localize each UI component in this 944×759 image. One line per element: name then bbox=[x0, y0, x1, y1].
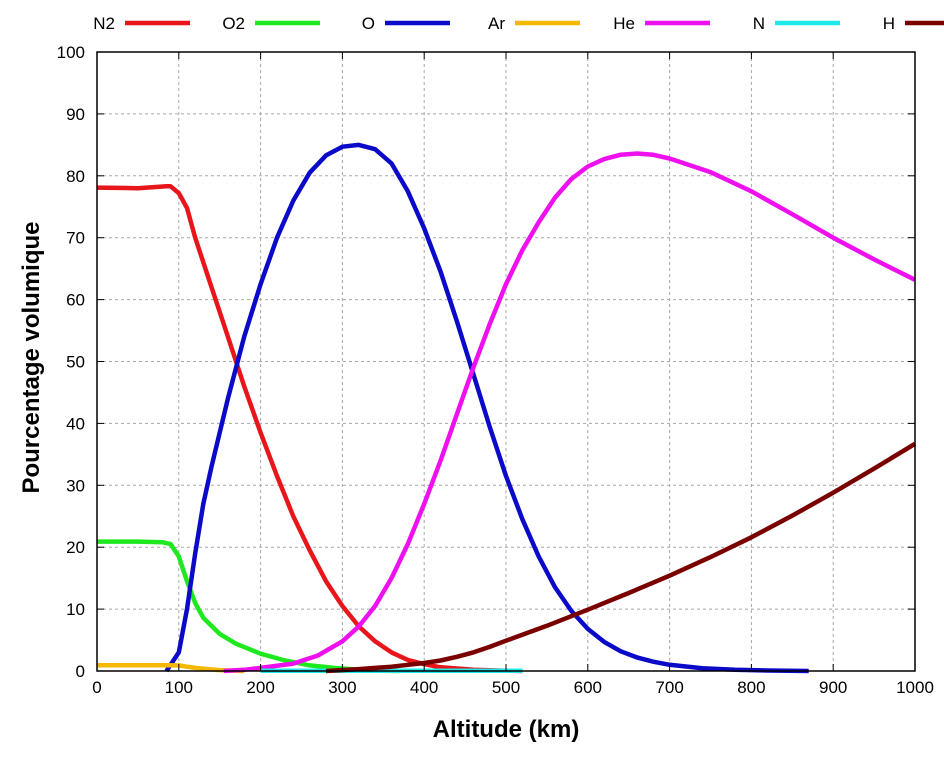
x-tick-label: 200 bbox=[246, 678, 274, 697]
y-axis-title: Pourcentage volumique bbox=[18, 221, 45, 493]
x-tick-label: 700 bbox=[655, 678, 683, 697]
y-tick-label: 80 bbox=[66, 167, 85, 186]
grid bbox=[97, 52, 915, 671]
y-tick-label: 100 bbox=[57, 43, 85, 62]
x-tick-label: 0 bbox=[92, 678, 101, 697]
legend: N2 O2 O Ar He N H bbox=[93, 14, 944, 33]
axis-ticks: 0 100 200 300 400 500 600 700 800 900 1000 0 10 20 30 4… bbox=[57, 43, 934, 697]
legend-label-n2: N2 bbox=[93, 14, 115, 33]
legend-label-ar: Ar bbox=[488, 14, 505, 33]
x-tick-label: 800 bbox=[737, 678, 765, 697]
y-tick-label: 70 bbox=[66, 229, 85, 248]
series-line-he bbox=[223, 151, 917, 674]
y-tick-label: 10 bbox=[66, 600, 85, 619]
x-tick-label: 600 bbox=[574, 678, 602, 697]
series-line-o bbox=[164, 142, 809, 674]
legend-label-o: O bbox=[362, 14, 375, 33]
legend-label-n: N bbox=[753, 14, 765, 33]
x-tick-label: 400 bbox=[410, 678, 438, 697]
y-tick-label: 30 bbox=[66, 476, 85, 495]
legend-label-he: He bbox=[613, 14, 635, 33]
x-tick-label: 100 bbox=[165, 678, 193, 697]
y-tick-label: 60 bbox=[66, 291, 85, 310]
x-tick-label: 500 bbox=[492, 678, 520, 697]
y-tick-label: 0 bbox=[76, 662, 85, 681]
legend-label-h: H bbox=[883, 14, 895, 33]
y-tick-label: 40 bbox=[66, 414, 85, 433]
y-tick-label: 50 bbox=[66, 353, 85, 372]
legend-label-o2: O2 bbox=[222, 14, 245, 33]
y-tick-label: 20 bbox=[66, 538, 85, 557]
y-tick-label: 90 bbox=[66, 105, 85, 124]
x-tick-label: 300 bbox=[328, 678, 356, 697]
x-tick-label: 1000 bbox=[896, 678, 934, 697]
x-tick-label: 900 bbox=[819, 678, 847, 697]
series-line-h bbox=[325, 441, 917, 674]
x-axis-title: Altitude (km) bbox=[433, 716, 580, 743]
